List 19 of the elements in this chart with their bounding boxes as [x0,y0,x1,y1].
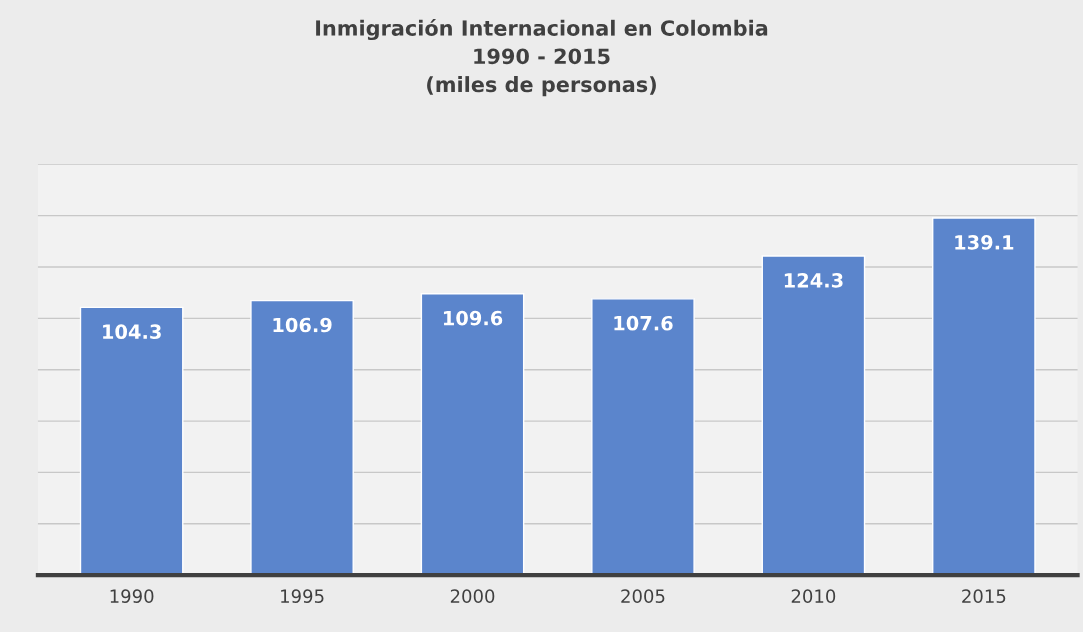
chart-title: Inmigración Internacional en Colombia 1990 - 2015 (miles de personas) [316,18,768,97]
bar [420,293,525,576]
data-label: 124.3 [784,272,843,288]
data-label: 104.3 [103,324,161,340]
x-tick-label: 2010 [791,589,836,603]
bar [250,299,354,576]
bar [932,217,1036,576]
data-label: 106.9 [273,317,332,333]
x-tick-label: 2005 [621,589,665,603]
bar [79,306,184,576]
x-tick-label: 2000 [450,589,495,603]
data-label: 107.6 [614,315,673,331]
x-tick-label: 2015 [962,589,1006,603]
bar [761,255,866,576]
data-label: 139.1 [955,234,1014,250]
bar [591,298,695,576]
x-tick-label: 1995 [281,589,324,603]
x-tick-label: 1990 [110,589,154,603]
data-label: 109.6 [443,310,503,326]
